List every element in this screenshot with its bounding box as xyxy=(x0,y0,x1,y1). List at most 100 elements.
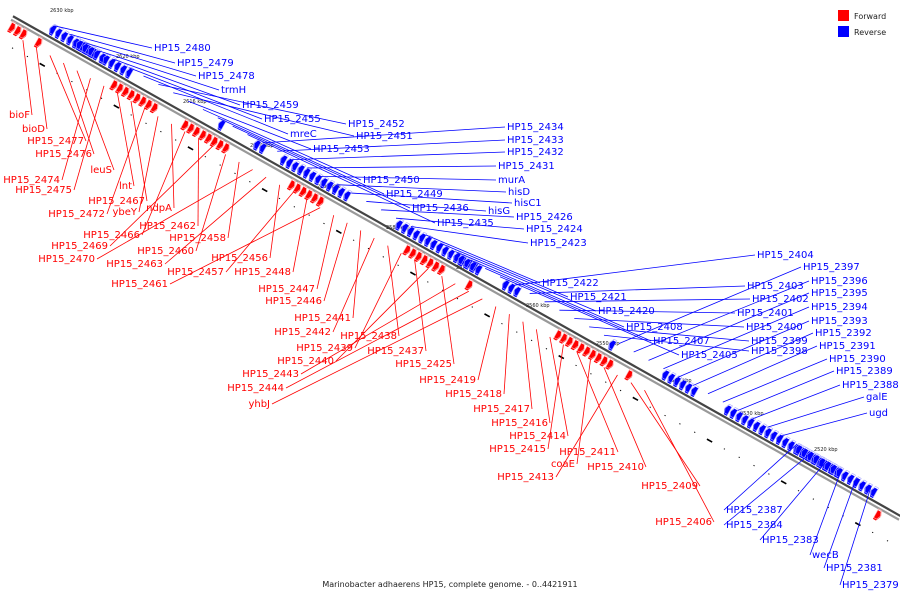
gene-label: HP15_2434 xyxy=(507,122,564,133)
leader-line xyxy=(478,307,496,380)
scale-tick xyxy=(633,397,638,400)
scale-tick xyxy=(605,382,606,383)
gene-label: HP15_2459 xyxy=(242,100,299,111)
scale-tick xyxy=(457,298,458,299)
gene-label: HP15_2475 xyxy=(15,185,72,196)
scale-tick xyxy=(665,415,666,416)
gene-label: HP15_2477 xyxy=(27,136,84,147)
gene-label: HP15_2453 xyxy=(313,144,370,155)
scale-tick xyxy=(724,449,725,450)
gene-label: leuS xyxy=(90,165,112,176)
scale-tick xyxy=(383,257,384,258)
gene-label: HP15_2403 xyxy=(747,281,804,292)
scale-tick xyxy=(872,532,873,533)
legend-reverse-label: Reverse xyxy=(854,28,886,37)
gene-label: HP15_2478 xyxy=(198,71,255,82)
scale-tick xyxy=(188,147,193,150)
gene-label: HP15_2470 xyxy=(38,254,95,265)
scale-tick xyxy=(739,457,740,458)
gene-layer xyxy=(7,21,883,521)
gene-label: HP15_2379 xyxy=(842,580,899,591)
leader-line xyxy=(536,329,550,423)
gene-label: HP15_2388 xyxy=(842,380,899,391)
scale-tick xyxy=(114,105,119,108)
scale-tick xyxy=(620,390,621,391)
gene-label: HP15_2424 xyxy=(526,224,583,235)
gene-label: HP15_2390 xyxy=(829,354,886,365)
scale-tick xyxy=(707,439,712,442)
leader-line xyxy=(767,397,864,427)
gene-label: HP15_2392 xyxy=(815,328,872,339)
leader-line xyxy=(724,444,797,510)
leader-line xyxy=(117,93,134,186)
gene-label: HP15_2383 xyxy=(762,535,819,546)
gene-label: HP15_2447 xyxy=(258,284,315,295)
gene-label: HP15_2423 xyxy=(530,238,587,249)
reverse-gene xyxy=(216,118,227,131)
gene-label: HP15_2441 xyxy=(294,313,351,324)
gene-label: HP15_2440 xyxy=(277,356,334,367)
leader-line xyxy=(23,40,32,115)
scale-label: 2620 kbp xyxy=(116,54,140,60)
gene-label: HP15_2391 xyxy=(819,341,876,352)
genome-caption: Marinobacter adhaerens HP15, complete ge… xyxy=(322,580,577,589)
legend-forward-label: Forward xyxy=(854,12,886,21)
scale-tick xyxy=(472,307,473,308)
gene-label: HP15_2420 xyxy=(598,306,655,317)
gene-label: HP15_2458 xyxy=(169,233,226,244)
gene-label: HP15_2387 xyxy=(726,505,783,516)
scale-tick xyxy=(234,173,235,174)
scale-tick xyxy=(768,474,769,475)
scale-tick xyxy=(146,123,147,124)
scale-tick xyxy=(27,56,28,57)
scale-tick xyxy=(323,223,324,224)
gene-label: HP15_2426 xyxy=(516,212,573,223)
scale-tick xyxy=(781,481,786,484)
scale-tick xyxy=(501,323,502,324)
gene-label: HP15_2448 xyxy=(234,267,291,278)
leader-line xyxy=(523,322,532,409)
scale-tick xyxy=(798,490,799,491)
leader-line xyxy=(324,223,347,301)
scale-tick xyxy=(12,48,13,49)
gene-label: HP15_2443 xyxy=(242,369,299,380)
leader-line xyxy=(442,276,454,364)
scale-tick xyxy=(160,131,161,132)
gene-label: ybeY xyxy=(112,207,137,218)
gene-label: HP15_2415 xyxy=(489,444,546,455)
scale-label: 2560 kbp xyxy=(526,303,550,309)
gene-label: lnt xyxy=(119,181,132,192)
gene-label: HP15_2433 xyxy=(507,135,564,146)
gene-label: HP15_2408 xyxy=(626,322,683,333)
scale-tick xyxy=(262,189,267,192)
gene-label: HP15_2417 xyxy=(473,404,530,415)
leader-line xyxy=(131,101,147,201)
gene-label: ugd xyxy=(869,408,888,419)
gene-label: HP15_2411 xyxy=(559,447,616,458)
scale-tick xyxy=(368,248,369,249)
leader-line xyxy=(415,261,426,351)
gene-label: HP15_2413 xyxy=(497,472,554,483)
gene-label: HP15_2393 xyxy=(811,316,868,327)
gene-label: HP15_2466 xyxy=(83,230,140,241)
leader-line xyxy=(198,139,199,226)
gene-label: galE xyxy=(866,392,888,403)
leader-line xyxy=(353,230,361,318)
gene-label: yhbJ xyxy=(248,399,270,410)
gene-label: HP15_2401 xyxy=(737,308,794,319)
gene-label: mreC xyxy=(290,129,317,140)
leader-line xyxy=(753,385,840,419)
gene-label: murA xyxy=(498,175,525,186)
gene-label: ndpA xyxy=(146,203,172,214)
gene-label: HP15_2455 xyxy=(264,114,321,125)
scale-tick xyxy=(484,314,489,317)
scale-tick xyxy=(131,115,132,116)
gene-label: HP15_2431 xyxy=(498,161,555,172)
scale-tick xyxy=(576,365,577,366)
gene-label: HP15_2452 xyxy=(348,119,405,130)
scale-label: 2550 kbp xyxy=(596,341,620,347)
gene-label: trmH xyxy=(221,85,246,96)
gene-label: hisD xyxy=(508,187,530,198)
scale-label: 2630 kbp xyxy=(50,8,74,14)
scale-tick xyxy=(813,499,814,500)
